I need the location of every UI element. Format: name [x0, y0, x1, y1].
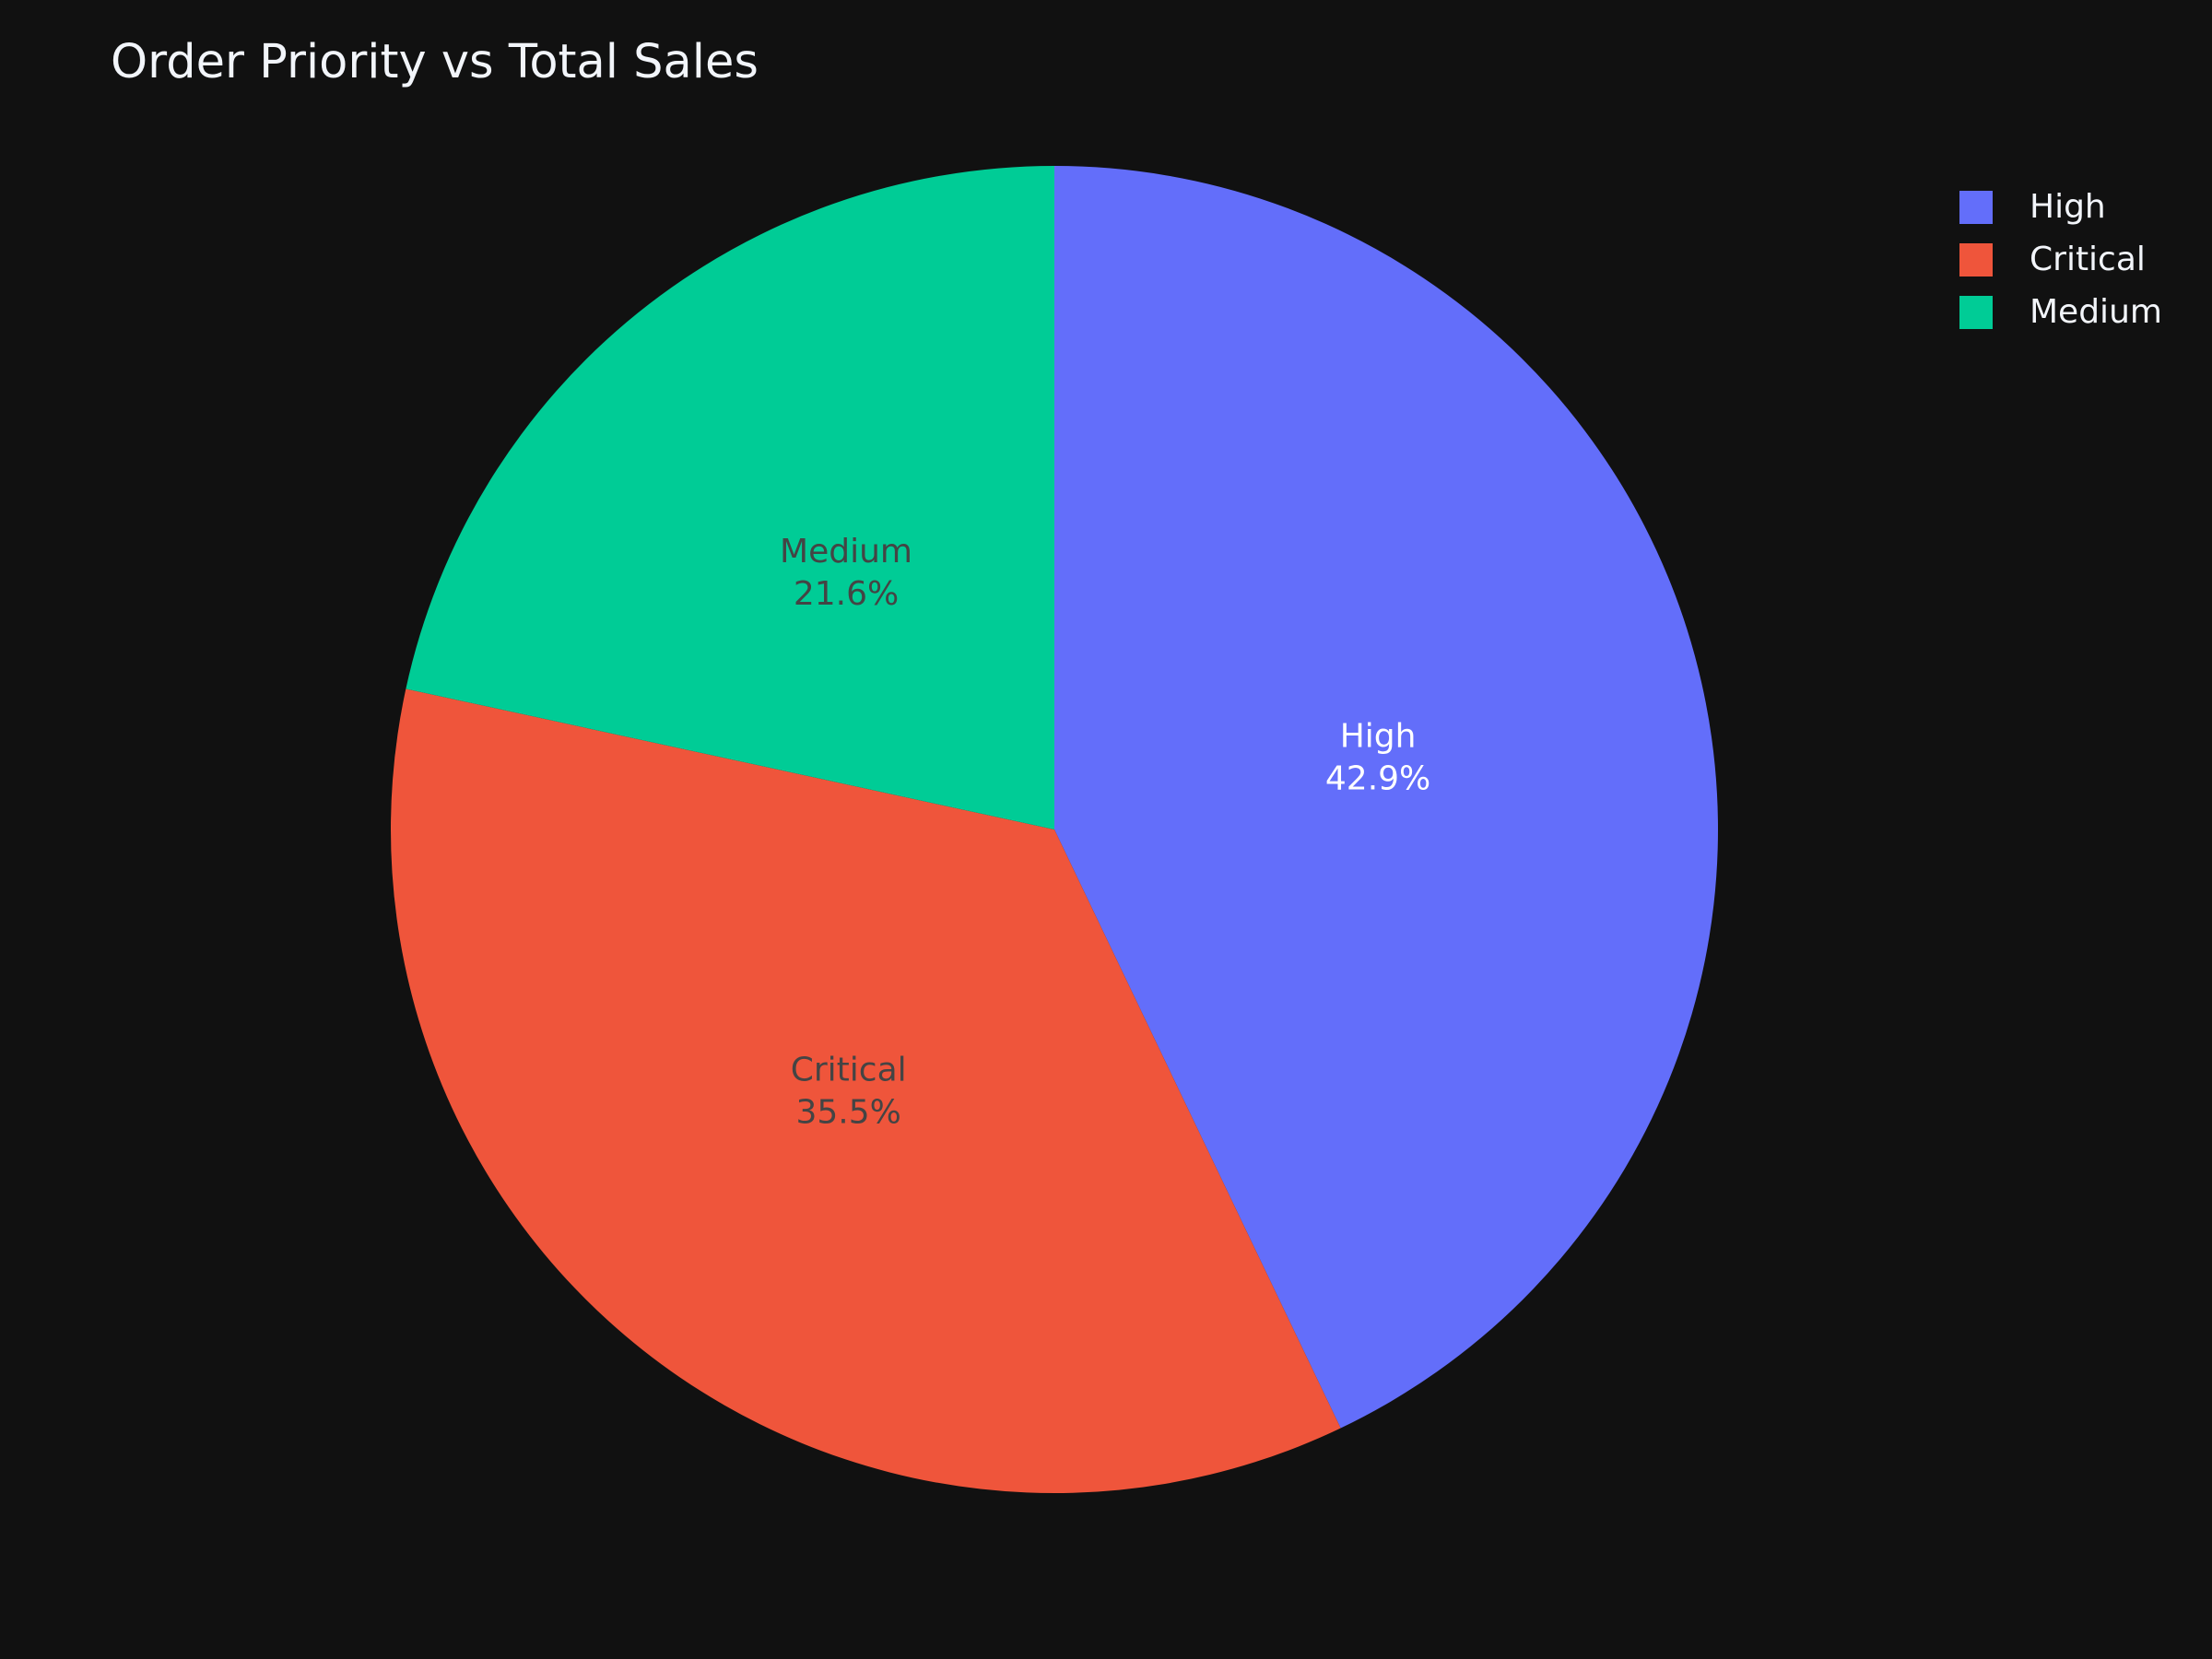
pie-slice-high — [1054, 166, 1719, 1429]
pie-slice-label-critical: Critical 35.5% — [791, 1051, 907, 1131]
slice-percent-label: 21.6% — [794, 575, 899, 613]
legend-label: Medium — [2030, 293, 2162, 331]
slice-category-label: Critical — [791, 1051, 907, 1088]
legend-swatch — [1959, 242, 1993, 276]
slice-category-label: Medium — [780, 533, 912, 571]
pie-slice-label-medium: Medium 21.6% — [780, 533, 912, 613]
pie-slice-label-high: High 42.9% — [1325, 717, 1430, 797]
pie-slice-labels: High 42.9% Critical 35.5% Medium 21.6% — [780, 533, 1430, 1132]
pie-slices — [390, 166, 1719, 1494]
legend-label: Critical — [2030, 241, 2146, 278]
legend-item-high[interactable]: High — [1959, 181, 2162, 233]
legend-swatch — [1959, 295, 1993, 329]
slice-category-label: High — [1340, 717, 1417, 755]
chart-title: Order Priority vs Total Sales — [111, 35, 759, 89]
legend-label: High — [2030, 188, 2106, 226]
legend-swatch — [1959, 190, 1993, 224]
slice-percent-label: 35.5% — [795, 1093, 900, 1131]
legend-item-critical[interactable]: Critical — [1959, 233, 2162, 286]
pie-slice-critical — [390, 688, 1341, 1494]
pie-slice-medium — [406, 166, 1054, 830]
legend: High Critical Medium — [1959, 181, 2162, 338]
legend-item-medium[interactable]: Medium — [1959, 286, 2162, 338]
slice-percent-label: 42.9% — [1325, 759, 1430, 797]
